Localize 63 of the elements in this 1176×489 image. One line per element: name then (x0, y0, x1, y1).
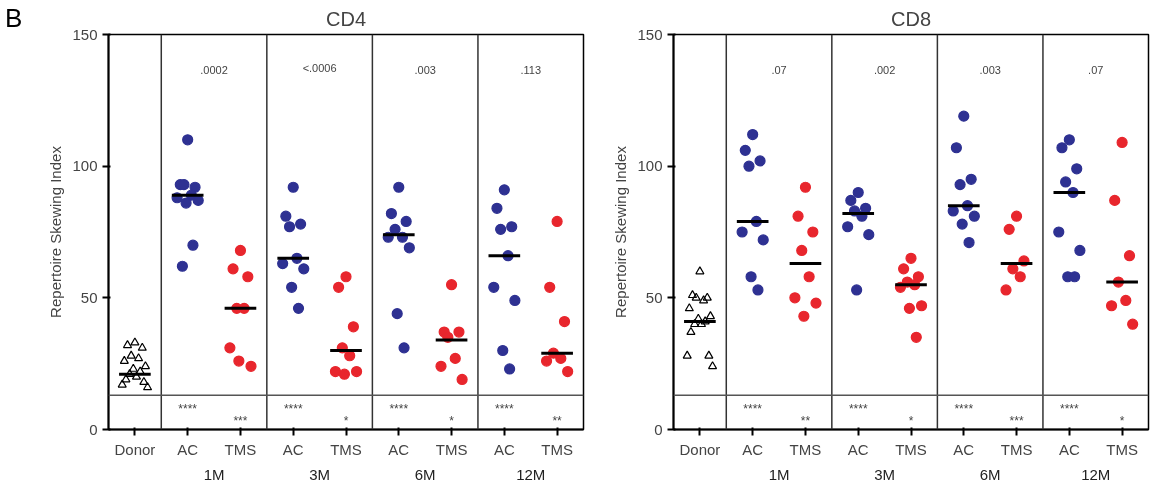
x-tick-label: AC (953, 440, 975, 458)
x-tick-label: AC (847, 440, 869, 458)
annotation: *** (1009, 413, 1024, 428)
x-tick-label: TMS (1000, 440, 1033, 458)
text: 6M (979, 465, 1001, 483)
annotation: .07 (1088, 64, 1104, 76)
annotation: .0002 (200, 64, 228, 76)
annotation: **** (954, 401, 974, 416)
text: 1M (768, 465, 790, 483)
x-tick-label: TMS (330, 440, 362, 458)
annotation: .003 (414, 64, 436, 76)
y-tick-label: 0 (89, 420, 98, 438)
x-tick-label: TMS (541, 440, 573, 458)
annotation: **** (1059, 401, 1079, 416)
x-tick-label: AC (493, 440, 515, 458)
y-tick-label: 100 (72, 157, 98, 175)
y-tick-label: 50 (80, 288, 98, 306)
annotation: .003 (979, 64, 1001, 76)
x-tick-label: AC (282, 440, 304, 458)
x-tick-label: TMS (224, 440, 257, 458)
annotation: * (449, 413, 455, 428)
annotation: ** (552, 413, 563, 428)
annotation: <.0006 (302, 62, 337, 74)
chart-title: CD8 (891, 7, 932, 30)
annotation: **** (389, 401, 409, 416)
x-tick-label: TMS (435, 440, 468, 458)
chart-title: CD4 (326, 7, 367, 30)
y-tick-label: 150 (72, 25, 98, 43)
x-tick-label: Donor (679, 440, 721, 458)
y-axis-title: Repertoire Skewing Index (47, 145, 65, 318)
annotation: .113 (520, 64, 542, 76)
text: 3M (309, 465, 331, 483)
annotation: **** (848, 401, 868, 416)
annotation: *** (233, 413, 248, 428)
y-tick-label: 100 (637, 157, 663, 175)
x-tick-label: TMS (895, 440, 927, 458)
text: B (5, 2, 23, 35)
text: 1M (203, 465, 225, 483)
text: 12M (1081, 465, 1111, 483)
annotation: * (908, 413, 914, 428)
x-tick-label: TMS (789, 440, 822, 458)
annotation: **** (494, 401, 514, 416)
annotation: .07 (771, 64, 787, 76)
x-tick-label: TMS (1106, 440, 1138, 458)
y-tick-label: 150 (637, 25, 663, 43)
x-tick-label: Donor (114, 440, 156, 458)
y-axis-title: Repertoire Skewing Index (612, 145, 630, 318)
x-tick-label: AC (1058, 440, 1080, 458)
annotation: **** (178, 401, 198, 416)
y-tick-label: 0 (654, 420, 663, 438)
text: 12M (516, 465, 546, 483)
annotation: .002 (873, 64, 896, 76)
text: 3M (874, 465, 896, 483)
x-tick-label: AC (742, 440, 764, 458)
annotation: * (343, 413, 349, 428)
annotation: ** (800, 413, 811, 428)
x-tick-label: AC (388, 440, 410, 458)
x-tick-label: AC (177, 440, 199, 458)
annotation: * (1119, 413, 1125, 428)
annotation: **** (743, 401, 763, 416)
annotation: **** (283, 401, 303, 416)
text: 6M (414, 465, 436, 483)
y-tick-label: 50 (645, 288, 663, 306)
